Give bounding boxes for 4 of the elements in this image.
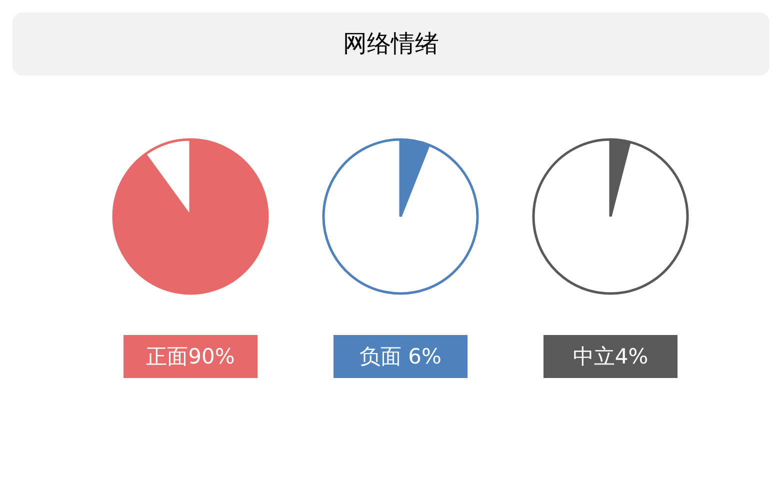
text: 网络情绪 [343,30,439,58]
text: 正面90% [146,344,235,368]
text: 中立4% [572,344,648,368]
text: 负面 6% [360,344,442,368]
